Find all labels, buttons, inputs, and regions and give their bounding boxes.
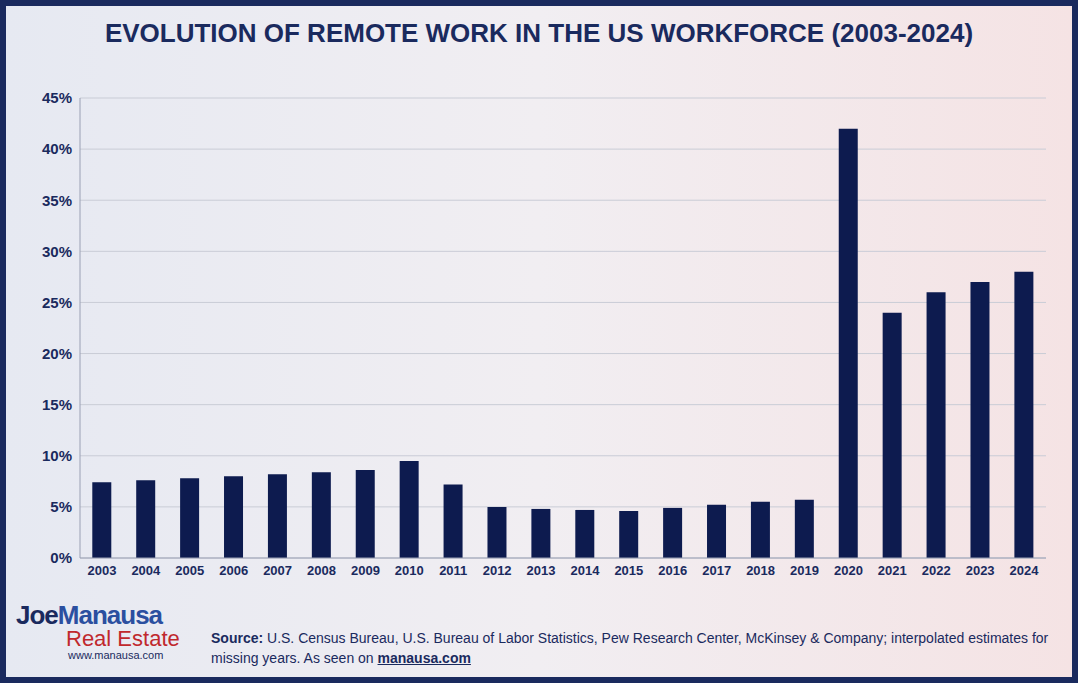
svg-text:2017: 2017 [702, 563, 731, 578]
html-text:Joe Manausa: Joe Manausa [16, 600, 163, 630]
svg-text:2016: 2016 [658, 563, 687, 578]
svg-text:2024: 2024 [1010, 563, 1040, 578]
svg-text:2014: 2014 [570, 563, 600, 578]
svg-text:2006: 2006 [219, 563, 248, 578]
svg-text:2022: 2022 [922, 563, 951, 578]
svg-text:2008: 2008 [307, 563, 336, 578]
svg-text:0%: 0% [50, 549, 72, 566]
svg-text:2005: 2005 [175, 563, 204, 578]
svg-text:2015: 2015 [614, 563, 643, 578]
svg-text:2019: 2019 [790, 563, 819, 578]
html-text:Source: U.S. Census Bureau, U.: Source: U.S. Census Bureau, U.S. Bureau … [211, 630, 1049, 667]
svg-text:20%: 20% [42, 345, 72, 362]
svg-text:2020: 2020 [834, 563, 863, 578]
html-text:EVOLUTION OF REMOTE WORK IN TH: EVOLUTION OF REMOTE WORK IN THE US WORKF… [104, 18, 974, 48]
html-text:Real Estate: Real Estate [66, 626, 180, 651]
svg-text:5%: 5% [50, 498, 72, 515]
svg-text:35%: 35% [42, 192, 72, 209]
svg-text:10%: 10% [42, 447, 72, 464]
html-text:www.manausa.com: www.manausa.com [68, 649, 164, 661]
svg-text:25%: 25% [42, 294, 72, 311]
svg-text:2009: 2009 [351, 563, 380, 578]
svg-text:2011: 2011 [439, 563, 467, 578]
svg-text:2021: 2021 [878, 563, 907, 578]
svg-text:2023: 2023 [966, 563, 995, 578]
svg-text:2003: 2003 [87, 563, 116, 578]
svg-text:15%: 15% [42, 396, 72, 413]
svg-text:45%: 45% [42, 89, 72, 106]
svg-text:2007: 2007 [263, 563, 292, 578]
svg-text:40%: 40% [42, 140, 72, 157]
svg-text:30%: 30% [42, 243, 72, 260]
svg-text:2012: 2012 [483, 563, 512, 578]
svg-text:2004: 2004 [131, 563, 161, 578]
svg-text:2013: 2013 [527, 563, 556, 578]
svg-text:2010: 2010 [395, 563, 424, 578]
svg-text:2018: 2018 [746, 563, 775, 578]
